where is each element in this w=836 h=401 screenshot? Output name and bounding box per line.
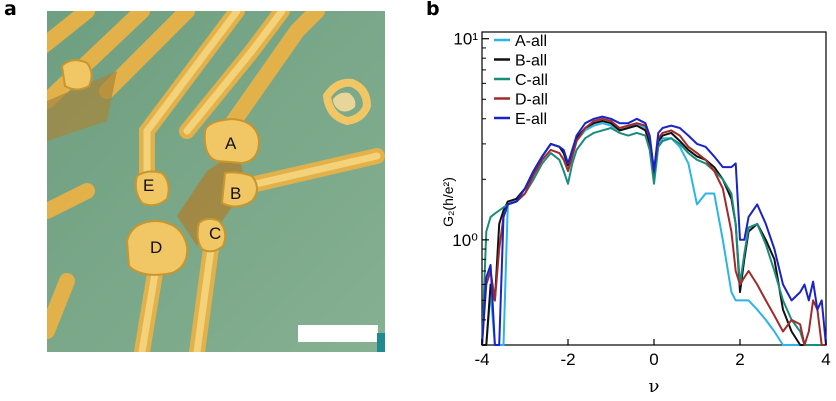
contact-label-c: C [209, 224, 221, 243]
series-line-d-all [481, 117, 826, 346]
tick-layer: -4 -2 0 2 4 10⁰ 10¹ [452, 30, 830, 369]
legend-entry-c-all: C-all [515, 72, 548, 89]
contact-label-e: E [143, 176, 154, 195]
legend-entry-e-all: E-all [515, 111, 547, 128]
legend-entry-b-all: B-all [515, 53, 547, 70]
x-tick-label: -2 [560, 350, 575, 369]
legend-entry-d-all: D-all [515, 92, 548, 109]
panel-label-a: a [4, 0, 17, 20]
series-line-b-all [482, 120, 826, 346]
x-tick-label: -4 [474, 350, 489, 369]
x-axis-label: ν [649, 376, 660, 397]
contact-label-d: D [150, 238, 162, 257]
series-line-e-all [481, 115, 827, 346]
y-axis-label: G₂(h/e²) [440, 177, 456, 227]
x-tick-label: 2 [735, 350, 744, 369]
panel-label-b: b [426, 0, 440, 20]
y-tick-label: 10¹ [453, 30, 478, 49]
contact-pads [60, 59, 261, 276]
series-line-a-all [482, 122, 826, 346]
legend-entry-a-all: A-all [515, 33, 547, 50]
y-tick-label: 10⁰ [452, 231, 478, 250]
legend: A-all B-all C-all D-all E-all [494, 33, 548, 128]
device-micrograph: A B C D E [47, 11, 385, 352]
contact-label-b: B [230, 184, 241, 203]
contact-label-a: A [225, 134, 237, 153]
series-layer [481, 115, 827, 346]
series-line-c-all [481, 127, 826, 346]
x-tick-label: 4 [821, 350, 830, 369]
scale-bar [298, 325, 378, 342]
x-tick-label: 0 [649, 350, 658, 369]
